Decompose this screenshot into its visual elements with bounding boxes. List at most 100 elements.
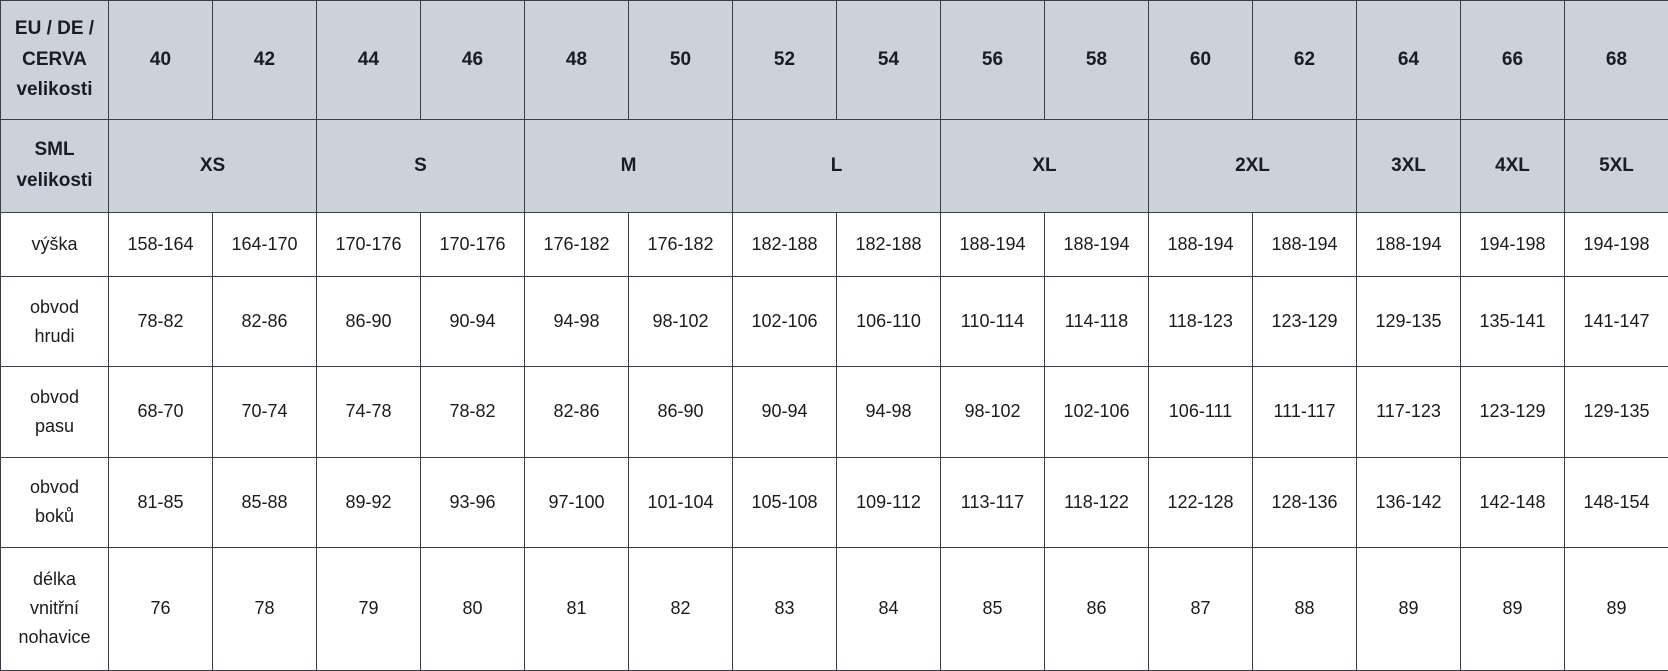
row-label-line: boků — [34, 506, 75, 527]
row-label-height: výška — [0, 212, 109, 278]
cell-inseam-44: 79 — [316, 546, 421, 671]
row-label-line: velikosti — [16, 79, 93, 101]
cell-inseam-40: 76 — [108, 546, 213, 671]
cell-height-40: 158-164 — [108, 212, 213, 278]
cell-hips-42: 85-88 — [212, 456, 317, 548]
sml-size-header-m: M — [524, 118, 733, 214]
cell-chest-44: 86-90 — [316, 276, 421, 368]
cell-height-44: 170-176 — [316, 212, 421, 278]
cell-waist-66: 123-129 — [1460, 366, 1565, 458]
cell-hips-54: 109-112 — [836, 456, 941, 548]
cell-inseam-64: 89 — [1356, 546, 1461, 671]
cell-hips-58: 118-122 — [1044, 456, 1149, 548]
cell-hips-48: 97-100 — [524, 456, 629, 548]
eu-size-header-62: 62 — [1252, 0, 1357, 120]
row-label-line: hrudi — [34, 325, 75, 346]
eu-size-header-58: 58 — [1044, 0, 1149, 120]
cell-height-68: 194-198 — [1564, 212, 1668, 278]
cell-inseam-60: 87 — [1148, 546, 1253, 671]
cell-inseam-68: 89 — [1564, 546, 1668, 671]
row-label-line: pasu — [34, 415, 75, 436]
cell-chest-58: 114-118 — [1044, 276, 1149, 368]
row-label-line: délka — [32, 569, 77, 590]
cell-chest-48: 94-98 — [524, 276, 629, 368]
cell-waist-42: 70-74 — [212, 366, 317, 458]
row-label-hips: obvod boků — [0, 456, 109, 548]
table-row: obvod pasu 68-70 70-74 74-78 78-82 82-86 86-90 9… — [0, 366, 1668, 458]
cell-height-46: 170-176 — [420, 212, 525, 278]
sml-size-header-2xl: 2XL — [1148, 118, 1357, 214]
cell-waist-64: 117-123 — [1356, 366, 1461, 458]
header-row-sml-sizes: SML velikosti XS S M L XL 2XL 3XL 4XL 5XL — [0, 118, 1668, 214]
cell-height-54: 182-188 — [836, 212, 941, 278]
cell-height-58: 188-194 — [1044, 212, 1149, 278]
row-label-line: EU / DE / — [14, 17, 95, 39]
eu-size-header-48: 48 — [524, 0, 629, 120]
sml-size-header-xl: XL — [940, 118, 1149, 214]
row-label-waist: obvod pasu — [0, 366, 109, 458]
cell-hips-56: 113-117 — [940, 456, 1045, 548]
header-row-eu-sizes: EU / DE / CERVA velikosti 40 42 44 46 48 50 52 54 5… — [0, 0, 1668, 120]
sml-size-header-5xl: 5XL — [1564, 118, 1668, 214]
cell-waist-46: 78-82 — [420, 366, 525, 458]
cell-height-60: 188-194 — [1148, 212, 1253, 278]
cell-hips-52: 105-108 — [732, 456, 837, 548]
cell-chest-50: 98-102 — [628, 276, 733, 368]
table-row: výška 158-164 164-170 170-176 170-176 176-182… — [0, 212, 1668, 278]
cell-height-52: 182-188 — [732, 212, 837, 278]
eu-size-header-56: 56 — [940, 0, 1045, 120]
cell-chest-68: 141-147 — [1564, 276, 1668, 368]
cell-hips-64: 136-142 — [1356, 456, 1461, 548]
cell-chest-66: 135-141 — [1460, 276, 1565, 368]
cell-inseam-54: 84 — [836, 546, 941, 671]
cell-chest-62: 123-129 — [1252, 276, 1357, 368]
cell-inseam-42: 78 — [212, 546, 317, 671]
cell-height-42: 164-170 — [212, 212, 317, 278]
cell-height-50: 176-182 — [628, 212, 733, 278]
row-label-line: obvod — [29, 386, 80, 407]
cell-inseam-46: 80 — [420, 546, 525, 671]
table-row: obvod hrudi 78-82 82-86 86-90 90-94 94-98 98-10… — [0, 276, 1668, 368]
cell-inseam-56: 85 — [940, 546, 1045, 671]
cell-inseam-58: 86 — [1044, 546, 1149, 671]
table-row: obvod boků 81-85 85-88 89-92 93-96 97-100 101-1… — [0, 456, 1668, 548]
cell-height-56: 188-194 — [940, 212, 1045, 278]
eu-size-header-50: 50 — [628, 0, 733, 120]
cell-waist-50: 86-90 — [628, 366, 733, 458]
cell-waist-40: 68-70 — [108, 366, 213, 458]
row-label-line: obvod — [29, 296, 80, 317]
eu-size-header-66: 66 — [1460, 0, 1565, 120]
eu-size-header-40: 40 — [108, 0, 213, 120]
row-label-line: vnitřní — [29, 598, 80, 619]
eu-size-header-68: 68 — [1564, 0, 1668, 120]
cell-waist-68: 129-135 — [1564, 366, 1668, 458]
cell-inseam-52: 83 — [732, 546, 837, 671]
cell-chest-46: 90-94 — [420, 276, 525, 368]
eu-size-header-60: 60 — [1148, 0, 1253, 120]
row-label-line: výška — [31, 234, 78, 255]
row-label-line: nohavice — [18, 627, 91, 648]
eu-size-header-64: 64 — [1356, 0, 1461, 120]
sml-size-header-s: S — [316, 118, 525, 214]
eu-size-header-54: 54 — [836, 0, 941, 120]
cell-waist-48: 82-86 — [524, 366, 629, 458]
cell-hips-50: 101-104 — [628, 456, 733, 548]
cell-chest-52: 102-106 — [732, 276, 837, 368]
cell-waist-60: 106-111 — [1148, 366, 1253, 458]
cell-chest-56: 110-114 — [940, 276, 1045, 368]
row-label-chest: obvod hrudi — [0, 276, 109, 368]
row-label-line: SML — [34, 139, 75, 161]
row-label-line: obvod — [29, 477, 80, 498]
table-row: délka vnitřní nohavice 76 78 79 80 81 82 83 84 85 86… — [0, 546, 1668, 671]
eu-size-header-52: 52 — [732, 0, 837, 120]
row-label-line: velikosti — [16, 170, 93, 192]
cell-waist-56: 98-102 — [940, 366, 1045, 458]
cell-height-66: 194-198 — [1460, 212, 1565, 278]
cell-hips-68: 148-154 — [1564, 456, 1668, 548]
eu-size-header-44: 44 — [316, 0, 421, 120]
sml-size-header-4xl: 4XL — [1460, 118, 1565, 214]
row-label-eu_sizes: EU / DE / CERVA velikosti — [0, 0, 109, 120]
cell-chest-40: 78-82 — [108, 276, 213, 368]
